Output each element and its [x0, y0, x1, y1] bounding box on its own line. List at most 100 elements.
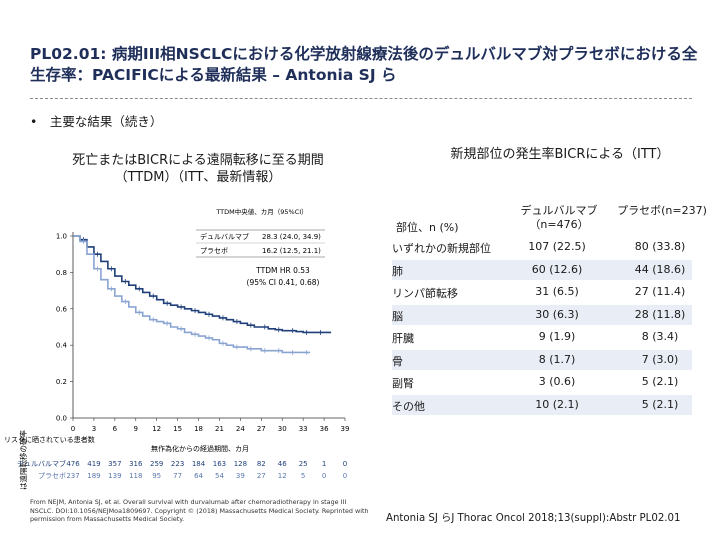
- x-tick-label: 9: [134, 425, 138, 433]
- durvalumab-value: 10 (2.1): [535, 397, 579, 411]
- placebo-value: 44 (18.6): [634, 262, 686, 276]
- durvalumab-value: 107 (22.5): [528, 240, 586, 253]
- risk-count: 223: [171, 460, 184, 468]
- legend-durvalumab: デュルバルマブ: [200, 232, 249, 241]
- risk-count: 27: [257, 472, 266, 480]
- risk-count: 189: [87, 472, 100, 480]
- y-tick-label: 0.6: [56, 305, 68, 313]
- header-durvalumab: デュルバルマブ（n=476）: [520, 204, 598, 231]
- risk-count: 128: [234, 460, 247, 468]
- risk-count: 237: [66, 472, 79, 480]
- durvalumab-value: 3 (0.6): [538, 375, 576, 388]
- x-tick-label: 12: [152, 425, 161, 433]
- risk-count: 64: [194, 472, 203, 480]
- risk-count: 0: [322, 472, 326, 480]
- risk-count: 476: [66, 460, 80, 468]
- risk-count: 316: [129, 460, 143, 468]
- km-chart: 0.00.20.40.60.81.00 3 6 9 12 15 18 21 24 27 30 33 36…: [4, 207, 350, 490]
- x-tick-label: 30: [278, 425, 287, 433]
- x-tick-label: 33: [299, 425, 308, 433]
- risk-count: 118: [129, 472, 142, 480]
- placebo-value: 7 (3.0): [641, 352, 679, 366]
- site-name: その他: [392, 399, 425, 413]
- x-tick-label: 3: [92, 425, 96, 433]
- bullet-key-results: • 主要な結果（続き）: [30, 114, 163, 129]
- x-tick-label: 24: [236, 425, 245, 433]
- site-table-header: 部位、n (%) デュルバルマブ（n=476） プラセボ(n=237): [392, 198, 707, 236]
- table-heading: 新規部位の発生率BICRによる（ITT）: [450, 147, 670, 162]
- chart-heading: 死亡またはBICRによる遠隔転移に至る期間（TTDM）（ITT、最新情報）: [72, 153, 324, 185]
- risk-count: 163: [213, 460, 226, 468]
- durvalumab-value: 31 (6.5): [535, 285, 579, 298]
- risk-row-placebo-label: プラセボ: [38, 472, 66, 480]
- risk-count: 184: [192, 460, 206, 468]
- risk-count: 357: [108, 460, 121, 468]
- risk-count: 77: [173, 472, 182, 480]
- table-row: 肺 60 (12.6) 44 (18.6): [392, 259, 692, 280]
- x-tick-label: 27: [257, 425, 266, 433]
- placebo-curve: [73, 235, 311, 354]
- y-axis-label: 死亡または遠隔転移の確率: [18, 430, 28, 490]
- x-tick-label: 0: [71, 425, 75, 433]
- risk-count: 259: [150, 460, 163, 468]
- placebo-value: 27 (11.4): [634, 285, 686, 298]
- placebo-value: 5 (2.1): [641, 397, 679, 411]
- risk-count: 1: [322, 460, 326, 468]
- slide-title: PL02.01: 病期III相NSCLCにおける化学放射線療法後のデュルバルマブ…: [30, 45, 698, 84]
- y-tick-label: 0.8: [56, 269, 67, 277]
- risk-count: 39: [236, 472, 245, 480]
- hazard-ratio: TTDM HR 0.53: [255, 266, 310, 275]
- table-row: リンパ節転移 31 (6.5) 27 (11.4): [392, 282, 692, 302]
- risk-count: 0: [343, 460, 347, 468]
- site-name: 肺: [392, 264, 403, 278]
- risk-table-label: リスクに晒されている患者数: [4, 435, 95, 444]
- risk-count: 0: [343, 472, 347, 480]
- x-tick-label: 15: [173, 425, 182, 433]
- citation: Antonia SJ らJ Thorac Oncol 2018;13(suppl…: [386, 513, 681, 524]
- site-name: 骨: [392, 354, 403, 368]
- risk-count: 139: [108, 472, 121, 480]
- table-row: いずれかの新規部位 107 (22.5) 80 (33.8): [392, 237, 692, 257]
- header-site: 部位、n (%): [396, 221, 459, 234]
- x-tick-label: 39: [341, 425, 350, 433]
- hazard-ratio-ci: (95% CI 0.41, 0.68): [247, 278, 320, 287]
- site-name: いずれかの新規部位: [392, 242, 491, 255]
- x-axis-label: 無作為化からの経過期間、カ月: [151, 444, 249, 453]
- header-placebo: プラセボ(n=237): [617, 204, 707, 217]
- placebo-value: 8 (3.4): [641, 330, 679, 343]
- site-name: 副腎: [392, 377, 414, 390]
- risk-count: 95: [152, 472, 161, 480]
- site-name: 肝臓: [392, 332, 414, 345]
- x-tick-label: 36: [320, 425, 329, 433]
- title-divider: [30, 98, 692, 99]
- risk-count: 82: [257, 460, 266, 468]
- x-tick-label: 6: [113, 425, 118, 433]
- y-tick-label: 0.0: [56, 415, 67, 423]
- legend-placebo: プラセボ: [200, 247, 228, 255]
- chart-series: [73, 235, 332, 355]
- y-tick-label: 0.2: [56, 378, 67, 386]
- placebo-value: 5 (2.1): [641, 375, 679, 388]
- risk-row-durvalumab-label: デュルバルマブ: [17, 459, 66, 468]
- table-row: 副腎 3 (0.6) 5 (2.1): [392, 372, 692, 392]
- placebo-value: 28 (11.8): [634, 307, 686, 321]
- y-tick-label: 1.0: [56, 233, 67, 241]
- risk-count: 54: [215, 472, 224, 480]
- legend-header: TTDM中央値、カ月（95%CI）: [215, 207, 307, 216]
- chart-axes: 0.00.20.40.60.81.00 3 6 9 12 15 18 21 24 27 30 33 36…: [56, 232, 350, 433]
- site-name: 脳: [392, 309, 403, 323]
- durvalumab-value: 9 (1.9): [538, 330, 576, 343]
- durvalumab-value: 8 (1.7): [538, 352, 576, 366]
- risk-count: 5: [301, 472, 305, 480]
- risk-count: 46: [278, 460, 287, 468]
- table-row: 脳 30 (6.3) 28 (11.8): [392, 304, 692, 325]
- legend-placebo-median: 16.2 (12.5, 21.1): [262, 247, 321, 255]
- table-row: 肝臓 9 (1.9) 8 (3.4): [392, 327, 692, 347]
- y-tick-label: 0.4: [56, 342, 68, 350]
- x-tick-label: 21: [215, 425, 224, 433]
- placebo-value: 80 (33.8): [634, 240, 686, 253]
- x-tick-label: 18: [194, 425, 203, 433]
- risk-count: 419: [87, 460, 100, 468]
- source-note: From NEJM, Antonia SJ, et al. Overall su…: [30, 498, 369, 523]
- table-row: その他 10 (2.1) 5 (2.1): [392, 394, 692, 415]
